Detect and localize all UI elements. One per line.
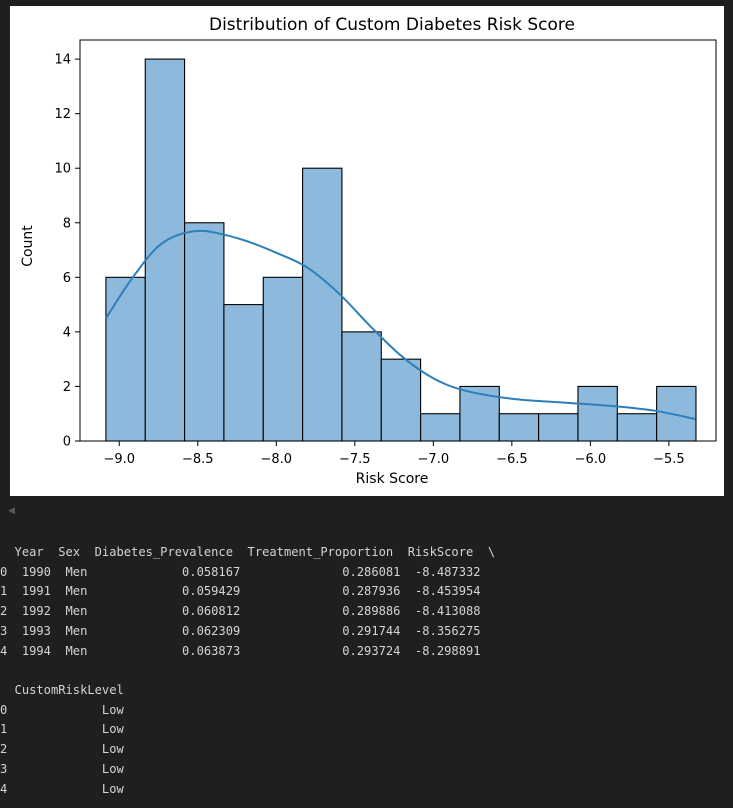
y-tick-label: 0: [63, 435, 71, 450]
y-tick-label: 12: [54, 107, 71, 122]
dataframe-row: 3 Low: [0, 761, 124, 776]
dataframe-output-part1: Year Sex Diabetes_Prevalence Treatment_P…: [0, 543, 495, 661]
x-tick-label: −9.0: [103, 452, 135, 467]
histogram-bar: [144, 58, 186, 442]
x-tick-label: −6.0: [575, 452, 607, 467]
dataframe-row: 0 Low: [0, 702, 124, 717]
histogram-bar: [577, 385, 618, 442]
scroll-left-icon[interactable]: ◀: [8, 506, 15, 516]
histogram-bar: [420, 413, 461, 442]
histogram-bar: [302, 167, 343, 442]
bars-layer: [105, 58, 697, 442]
chart-panel: Distribution of Custom Diabetes Risk Sco…: [10, 6, 724, 496]
y-tick-label: 10: [54, 162, 71, 177]
y-tick-label: 2: [63, 380, 71, 395]
dataframe-row: 0 1990 Men 0.058167 0.286081 -8.487332: [0, 564, 481, 579]
chart-title: Distribution of Custom Diabetes Risk Sco…: [209, 15, 575, 35]
y-tick-label: 14: [54, 53, 71, 68]
dataframe-row: 4 1994 Men 0.063873 0.293724 -8.298891: [0, 643, 481, 658]
plot-frame: [79, 39, 717, 442]
dataframe-row: 1 1991 Men 0.059429 0.287936 -8.453954: [0, 584, 481, 599]
kde-curve: [105, 229, 696, 421]
y-tick-label: 8: [63, 216, 71, 231]
x-tick-label: −5.5: [653, 452, 685, 467]
x-tick-label: −7.0: [418, 452, 450, 467]
histogram-bar: [656, 385, 697, 442]
histogram-bar: [538, 413, 579, 442]
histogram-bar: [380, 358, 422, 442]
x-axis-label: Risk Score: [356, 471, 429, 487]
x-tick-label: −8.0: [261, 452, 293, 467]
y-tick-label: 6: [63, 271, 71, 286]
histogram-bar: [262, 276, 304, 442]
x-tick-label: −6.5: [496, 452, 528, 467]
dataframe-row: 1 Low: [0, 722, 124, 737]
histogram-bar: [105, 276, 146, 442]
dataframe-header: CustomRiskLevel: [0, 683, 124, 697]
dataframe-row: 4 Low: [0, 781, 124, 796]
histogram-bar: [184, 222, 225, 442]
dataframe-header: Year Sex Diabetes_Prevalence Treatment_P…: [0, 545, 496, 559]
dataframe-row: 2 Low: [0, 742, 124, 757]
histogram-bar: [223, 304, 264, 442]
histogram-chart: Distribution of Custom Diabetes Risk Sco…: [20, 15, 717, 487]
y-axis-label: Count: [20, 225, 36, 267]
axes-layer: −9.0 −8.5 −8.0 −7.5 −7.0 −6.5 −6.0 −5.5 0 2 4 6 8 10 1…: [54, 39, 717, 467]
histogram-bar: [341, 331, 382, 442]
dataframe-row: 3 1993 Men 0.062309 0.291744 -8.356275: [0, 623, 481, 638]
y-tick-label: 4: [63, 325, 71, 340]
dataframe-output-part2: CustomRiskLevel 0 Low 1 Low 2 Low 3 Low …: [0, 681, 124, 799]
x-tick-label: −7.5: [339, 452, 371, 467]
histogram-bar: [616, 413, 658, 442]
x-tick-label: −8.5: [182, 452, 214, 467]
dataframe-row: 2 1992 Men 0.060812 0.289886 -8.413088: [0, 604, 481, 619]
histogram-bar: [498, 413, 540, 442]
